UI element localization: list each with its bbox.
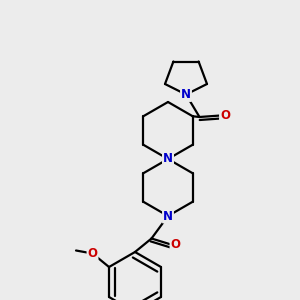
Text: O: O — [170, 238, 181, 251]
Text: N: N — [163, 152, 173, 166]
Text: O: O — [220, 109, 230, 122]
Text: N: N — [163, 209, 173, 223]
Text: N: N — [163, 152, 173, 166]
Text: N: N — [181, 88, 191, 101]
Text: O: O — [88, 247, 98, 260]
